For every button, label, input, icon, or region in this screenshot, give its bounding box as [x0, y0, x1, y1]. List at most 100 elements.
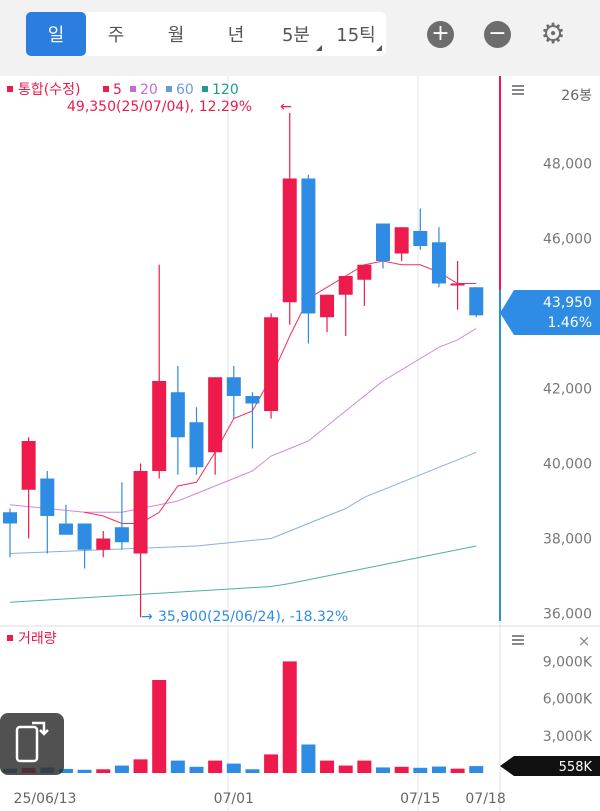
- current-price-value: 43,950: [543, 295, 592, 311]
- candle-body: [96, 538, 111, 550]
- date-tick-label: 25/06/13: [14, 791, 77, 807]
- hamburger-icon-bar: [512, 643, 524, 645]
- candle: [450, 261, 465, 310]
- candle-body: [264, 317, 279, 411]
- screen-rotate-icon: [15, 721, 49, 763]
- candle: [152, 264, 167, 479]
- candle: [282, 112, 297, 325]
- candle-body: [170, 392, 185, 438]
- chart-background: [0, 76, 600, 811]
- low-price-annotation: 35,900(25/06/24), -18.32%: [158, 609, 348, 625]
- legend-ma120-label: 120: [212, 82, 239, 98]
- volume-bar: [58, 768, 73, 773]
- candle: [338, 276, 353, 336]
- period-tick-button[interactable]: 15틱: [326, 12, 386, 56]
- candle-body: [413, 231, 428, 246]
- legend-ma20-marker: [130, 86, 136, 92]
- legend-ma20-label: 20: [140, 82, 158, 98]
- volume-legend-marker: [7, 635, 13, 641]
- candle-body: [357, 264, 372, 280]
- candle-body: [431, 242, 446, 284]
- volume-bar: [357, 760, 372, 773]
- current-volume-value: 558K: [559, 760, 593, 775]
- settings-button[interactable]: ⚙: [539, 20, 567, 48]
- zoom-in-button[interactable]: +: [427, 21, 454, 48]
- hamburger-icon: [512, 635, 524, 637]
- candle-body: [282, 178, 297, 303]
- volume-bar: [394, 766, 409, 773]
- period-minute-button[interactable]: 5분: [266, 12, 326, 56]
- candle: [320, 294, 335, 333]
- volume-bar: [450, 768, 465, 773]
- volume-bar: [96, 769, 111, 773]
- candle-body: [394, 227, 409, 254]
- candle: [114, 482, 129, 550]
- volume-bar: [431, 766, 446, 773]
- chart-area[interactable]: 통합(수정) 5 20 60 120 49,350(25/07/04), 12.…: [0, 76, 600, 811]
- hamburger-icon-bar: [512, 639, 524, 641]
- volume-bar: [152, 680, 167, 773]
- volume-panel-menu-button[interactable]: [512, 635, 524, 645]
- legend-title: 통합(수정): [18, 82, 80, 98]
- candle-body: [245, 396, 260, 404]
- zoom-out-button[interactable]: −: [484, 21, 511, 48]
- candle: [40, 471, 55, 554]
- plus-circle-icon: +: [431, 21, 450, 46]
- candle-body: [376, 223, 390, 261]
- screen-rotate-button[interactable]: [0, 713, 64, 775]
- volume-bar: [189, 766, 204, 773]
- price-tick-label: 36,000: [543, 607, 592, 623]
- volume-bar: [282, 661, 297, 773]
- candle: [431, 227, 446, 288]
- candle-body: [58, 523, 73, 535]
- volume-bar: [208, 760, 223, 773]
- period-week-button[interactable]: 주: [107, 25, 125, 46]
- legend-ma60-label: 60: [176, 82, 194, 98]
- period-day-button[interactable]: 일: [26, 12, 86, 56]
- moving-average-lines: [9, 260, 477, 603]
- candle: [21, 437, 36, 539]
- ma5-line: [84, 260, 477, 524]
- candle-body: [320, 294, 335, 318]
- volume-tick-label: 3,000K: [543, 729, 593, 745]
- price-tick-label: 40,000: [543, 457, 592, 473]
- candle: [96, 531, 111, 558]
- price-panel-menu-button[interactable]: [512, 85, 524, 95]
- candle: [208, 377, 223, 475]
- period-tick-label: 15틱: [336, 25, 376, 46]
- volume-bar: [469, 766, 484, 773]
- volume-bar: [133, 759, 148, 773]
- candle-body: [189, 422, 204, 468]
- period-year-button[interactable]: 년: [227, 25, 245, 46]
- candle: [394, 227, 409, 261]
- volume-bar: [114, 765, 129, 773]
- price-tick-label: 42,000: [543, 382, 592, 398]
- volume-title: 거래량: [18, 631, 57, 647]
- date-tick-label: 07/18: [465, 791, 505, 807]
- candle: [58, 504, 73, 535]
- volume-bar: [264, 754, 279, 773]
- current-change-value: 1.46%: [548, 315, 592, 331]
- candle-body: [21, 441, 36, 490]
- price-tick-label: 46,000: [543, 232, 592, 248]
- candlesticks: [3, 112, 484, 618]
- candle: [469, 287, 484, 318]
- volume-bar: [413, 767, 428, 773]
- hamburger-icon-bar: [512, 89, 524, 91]
- candle-body: [133, 471, 148, 554]
- hamburger-icon: [512, 85, 524, 87]
- price-tick-label: 38,000: [543, 532, 592, 548]
- current-volume-badge: [500, 756, 600, 776]
- volume-bar: [320, 760, 335, 773]
- date-tick-label: 07/15: [400, 791, 440, 807]
- candle: [133, 463, 148, 618]
- legend-ma5-label: 5: [113, 82, 122, 98]
- chart-toolbar: 일 주 월 년 5분 15틱 + − ⚙: [0, 0, 600, 76]
- period-month-button[interactable]: 월: [167, 25, 185, 46]
- close-icon[interactable]: ×: [578, 632, 591, 650]
- candle: [3, 508, 17, 558]
- candle-body: [301, 178, 316, 314]
- candle: [301, 174, 316, 344]
- date-tick-label: 07/01: [214, 791, 254, 807]
- candle-body: [114, 527, 129, 543]
